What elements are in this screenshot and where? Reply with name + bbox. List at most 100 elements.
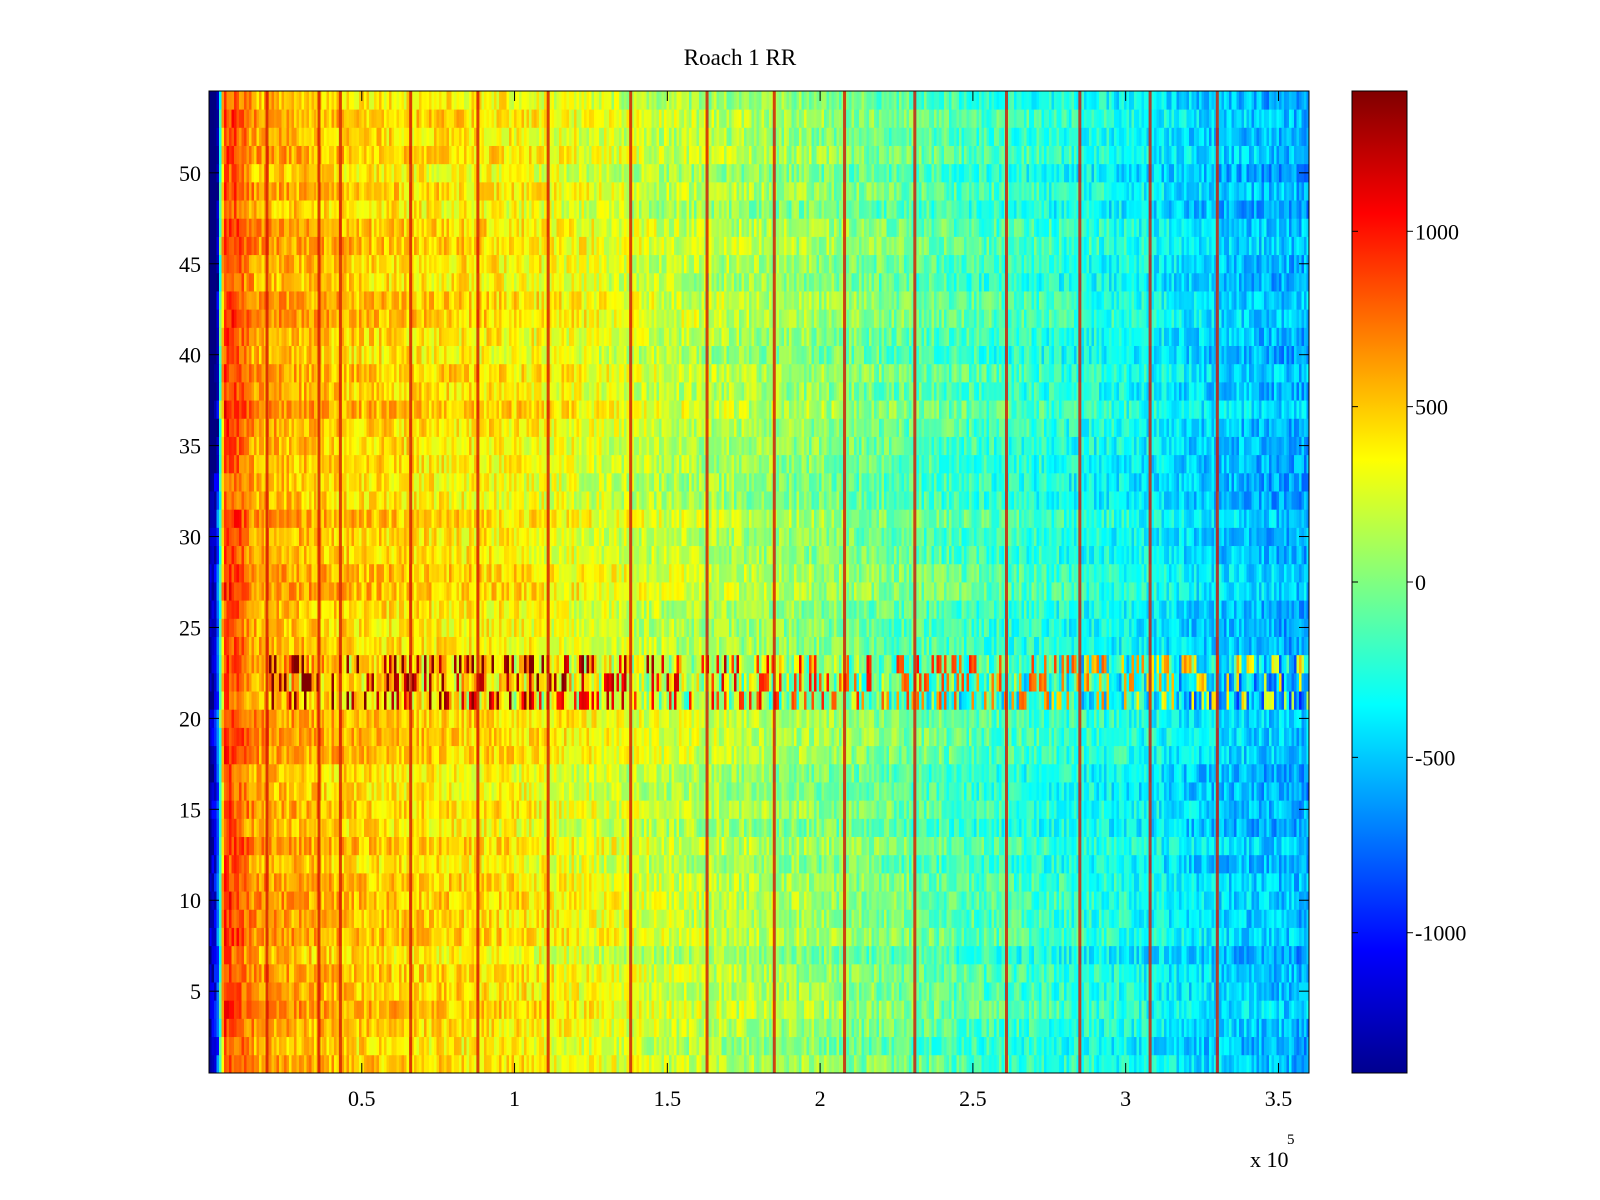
heatmap-cell (982, 873, 985, 892)
heatmap-cell (892, 1055, 895, 1074)
heatmap-cell (447, 909, 450, 928)
heatmap-cell (824, 891, 827, 910)
heatmap-cell (664, 1055, 667, 1074)
heatmap-cell (1022, 1000, 1025, 1019)
heatmap-cell (659, 909, 662, 928)
heatmap-cell (927, 1055, 930, 1074)
heatmap-cell (819, 964, 822, 983)
heatmap-cell (354, 1055, 357, 1074)
heatmap-cell (237, 982, 240, 1001)
heatmap-cell (467, 873, 470, 892)
heatmap-cell (567, 946, 570, 965)
heatmap-cell (327, 873, 330, 892)
heatmap-cell (742, 928, 745, 947)
heatmap-cell (1144, 1000, 1147, 1019)
heatmap-cell (1242, 909, 1245, 928)
heatmap-cell (229, 909, 232, 928)
heatmap-cell (744, 1055, 747, 1074)
heatmap-cell (897, 982, 900, 1001)
heatmap-cell (1284, 964, 1287, 983)
heatmap-cell (932, 1037, 935, 1056)
heatmap-cell (869, 964, 872, 983)
heatmap-cell (437, 891, 440, 910)
heatmap-cell (1189, 1055, 1192, 1074)
heatmap-cell (1137, 1000, 1140, 1019)
heatmap-cell (384, 928, 387, 947)
heatmap-cell (1172, 928, 1175, 947)
heatmap-cell (964, 964, 967, 983)
heatmap-cell (1162, 982, 1165, 1001)
heatmap-cell (982, 982, 985, 1001)
heatmap-cell (1244, 1000, 1247, 1019)
heatmap-cell (849, 891, 852, 910)
heatmap-cell (1224, 1055, 1227, 1074)
heatmap-cell (1132, 891, 1135, 910)
heatmap-cell (362, 1000, 365, 1019)
heatmap-cell (322, 1000, 325, 1019)
heatmap-cell (502, 855, 505, 874)
heatmap-cell (944, 946, 947, 965)
heatmap-cell (967, 1055, 970, 1074)
heatmap-cell (1302, 1018, 1305, 1037)
heatmap-cell (874, 1000, 877, 1019)
heatmap-cell (872, 1037, 875, 1056)
heatmap-cell (229, 1000, 232, 1019)
heatmap-cell (829, 946, 832, 965)
heatmap-cell (879, 928, 882, 947)
heatmap-cell (439, 891, 442, 910)
heatmap-cell (662, 928, 665, 947)
heatmap-cell (367, 1055, 370, 1074)
heatmap-cell (1019, 1018, 1022, 1037)
heatmap-cell (859, 873, 862, 892)
heatmap-cell (527, 1018, 530, 1037)
heatmap-cell (554, 964, 557, 983)
heatmap-cell (1199, 891, 1202, 910)
heatmap-cell (1129, 928, 1132, 947)
heatmap-cell (1184, 1055, 1187, 1074)
heatmap-cell (749, 964, 752, 983)
heatmap-cell (1212, 1055, 1215, 1074)
heatmap-cell (1032, 964, 1035, 983)
heatmap-cell (802, 1055, 805, 1074)
heatmap-cell (647, 909, 650, 928)
heatmap-cell (1302, 873, 1305, 892)
heatmap-cell (517, 928, 520, 947)
heatmap-cell (804, 909, 807, 928)
heatmap-cell (354, 928, 357, 947)
heatmap-cell (882, 964, 885, 983)
heatmap-cell (1232, 946, 1235, 965)
heatmap-cell (867, 982, 870, 1001)
heatmap-cell (599, 964, 602, 983)
heatmap-cell (677, 946, 680, 965)
heatmap-cell (634, 909, 637, 928)
heatmap-cell (834, 928, 837, 947)
heatmap-cell (867, 946, 870, 965)
heatmap-cell (702, 873, 705, 892)
heatmap-cell (744, 928, 747, 947)
heatmap-cell (437, 1055, 440, 1074)
heatmap-cell (584, 1018, 587, 1037)
heatmap-cell (487, 855, 490, 874)
heatmap-cell (992, 1055, 995, 1074)
heatmap-cell (1114, 1018, 1117, 1037)
heatmap-cell (1009, 1055, 1012, 1074)
heatmap-cell (1014, 891, 1017, 910)
heatmap-cell (479, 982, 482, 1001)
heatmap-cell (287, 928, 290, 947)
heatmap-cell (839, 982, 842, 1001)
heatmap-cell (332, 1000, 335, 1019)
heatmap-cell (672, 982, 675, 1001)
heatmap-cell (382, 946, 385, 965)
heatmap-cell (1282, 873, 1285, 892)
heatmap-cell (284, 1055, 287, 1074)
heatmap-cell (1249, 982, 1252, 1001)
heatmap-cell (764, 1037, 767, 1056)
heatmap-cell (1047, 891, 1050, 910)
heatmap-cell (1097, 1037, 1100, 1056)
heatmap-cell (1102, 964, 1105, 983)
heatmap-cell (1049, 946, 1052, 965)
heatmap-cell (927, 1000, 930, 1019)
heatmap-cell (747, 873, 750, 892)
heatmap-cell (644, 891, 647, 910)
heatmap-cell (657, 928, 660, 947)
